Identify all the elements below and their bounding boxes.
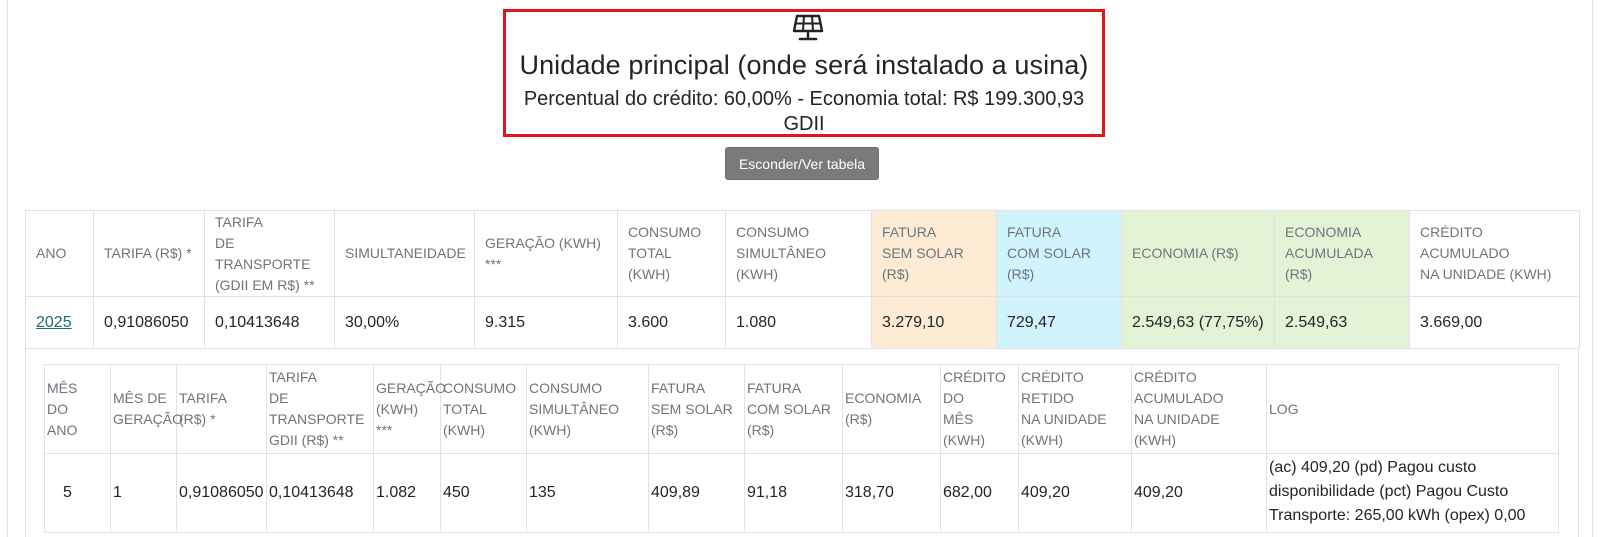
consumo-total-cell: 3.600	[617, 296, 726, 349]
credito-acumulado-cell: 3.669,00	[1409, 296, 1580, 349]
col-geracao: GERAÇÃO (KWH) ***	[373, 364, 446, 454]
generation-mode: GDII	[783, 113, 825, 135]
fatura-com-solar-cell: 729,47	[996, 296, 1122, 349]
col-consumo-simultaneo: CONSUMO SIMULTÂNEO (KWH)	[526, 364, 649, 454]
tarifa-cell: 0,91086050	[176, 453, 267, 533]
col-credito-acumulado: CRÉDITO ACUMULADO NA UNIDADE (KWH)	[1409, 210, 1580, 297]
monthly-header-row: MÊS DO ANO MÊS DE GERAÇÃO TARIFA (R$) * …	[44, 364, 1559, 454]
col-fatura-com-solar: FATURA COM SOLAR (R$)	[744, 364, 843, 454]
toggle-table-button[interactable]: Esconder/Ver tabela	[725, 147, 879, 180]
col-tarifa: TARIFA (R$) *	[176, 364, 267, 454]
col-consumo-total: CONSUMO TOTAL (KWH)	[440, 364, 527, 454]
tarifa-cell: 0,91086050	[93, 296, 205, 349]
col-credito-acumulado: CRÉDITO ACUMULADO NA UNIDADE (KWH)	[1131, 364, 1267, 454]
geracao-cell: 1.082	[373, 453, 441, 533]
consumo-simultaneo-cell: 135	[526, 453, 649, 533]
col-economia: ECONOMIA (R$)	[842, 364, 941, 454]
mes-geracao-cell: 1	[110, 453, 177, 533]
col-mes-do-ano: MÊS DO ANO	[44, 364, 111, 454]
solar-panel-icon	[792, 14, 824, 41]
col-consumo-simultaneo: CONSUMO SIMULTÂNEO (KWH)	[725, 210, 872, 297]
col-tarifa: TARIFA (R$) *	[93, 210, 205, 297]
monthly-table: MÊS DO ANO MÊS DE GERAÇÃO TARIFA (R$) * …	[44, 364, 1559, 533]
unit-title: Unidade principal (onde será instalado a…	[519, 50, 1089, 80]
col-economia-acumulada: ECONOMIA ACUMULADA (R$)	[1274, 210, 1410, 297]
fatura-sem-solar-cell: 3.279,10	[871, 296, 997, 349]
fatura-sem-solar-cell: 409,89	[648, 453, 745, 533]
page-frame	[7, 0, 1593, 537]
col-tarifa-transporte: TARIFA DE TRANSPORTE (GDII EM R$) **	[204, 210, 335, 297]
col-credito-do-mes: CRÉDITO DO MÊS (KWH)	[940, 364, 1019, 454]
credito-acumulado-cell: 409,20	[1131, 453, 1267, 533]
fatura-com-solar-cell: 91,18	[744, 453, 843, 533]
annual-table: ANO TARIFA (R$) * TARIFA DE TRANSPORTE (…	[25, 210, 1580, 349]
table-row: 5 1 0,91086050 0,10413648 1.082 450 135 …	[44, 453, 1559, 533]
col-tarifa-transporte: TARIFA DE TRANSPORTE GDII (R$) **	[266, 364, 374, 454]
col-log: LOG	[1266, 364, 1559, 454]
tarifa-transporte-cell: 0,10413648	[266, 453, 374, 533]
tarifa-transporte-cell: 0,10413648	[204, 296, 335, 349]
monthly-detail-panel: MÊS DO ANO MÊS DE GERAÇÃO TARIFA (R$) * …	[25, 348, 1579, 537]
log-cell: (ac) 409,20 (pd) Pagou custo disponibili…	[1266, 453, 1559, 533]
col-mes-de-geracao: MÊS DE GERAÇÃO	[110, 364, 183, 454]
col-fatura-com-solar: FATURA COM SOLAR (R$)	[996, 210, 1122, 297]
geracao-cell: 9.315	[474, 296, 618, 349]
col-simultaneidade: SIMULTANEIDADE	[334, 210, 475, 297]
economia-acumulada-cell: 2.549,63	[1274, 296, 1410, 349]
mes-ano-cell: 5	[44, 453, 111, 533]
economia-cell: 2.549,63 (77,75%)	[1121, 296, 1275, 349]
year-cell: 2025	[25, 296, 94, 349]
col-consumo-total: CONSUMO TOTAL (KWH)	[617, 210, 726, 297]
year-link[interactable]: 2025	[36, 313, 72, 331]
main-unit-header: Unidade principal (onde será instalado a…	[503, 9, 1105, 137]
col-credito-retido: CRÉDITO RETIDO NA UNIDADE (KWH)	[1018, 364, 1132, 454]
simultaneidade-cell: 30,00%	[334, 296, 475, 349]
col-economia: ECONOMIA (R$)	[1121, 210, 1275, 297]
annual-header-row: ANO TARIFA (R$) * TARIFA DE TRANSPORTE (…	[25, 210, 1580, 297]
table-row: 2025 0,91086050 0,10413648 30,00% 9.315 …	[25, 296, 1580, 349]
credito-mes-cell: 682,00	[940, 453, 1019, 533]
economia-cell: 318,70	[842, 453, 941, 533]
consumo-total-cell: 450	[440, 453, 527, 533]
col-fatura-sem-solar: FATURA SEM SOLAR (R$)	[648, 364, 745, 454]
col-ano: ANO	[25, 210, 94, 297]
credit-summary: Percentual do crédito: 60,00% - Economia…	[523, 88, 1085, 110]
col-geracao: GERAÇÃO (KWH) ***	[474, 210, 618, 297]
consumo-simultaneo-cell: 1.080	[725, 296, 872, 349]
credito-retido-cell: 409,20	[1018, 453, 1132, 533]
col-fatura-sem-solar: FATURA SEM SOLAR (R$)	[871, 210, 997, 297]
